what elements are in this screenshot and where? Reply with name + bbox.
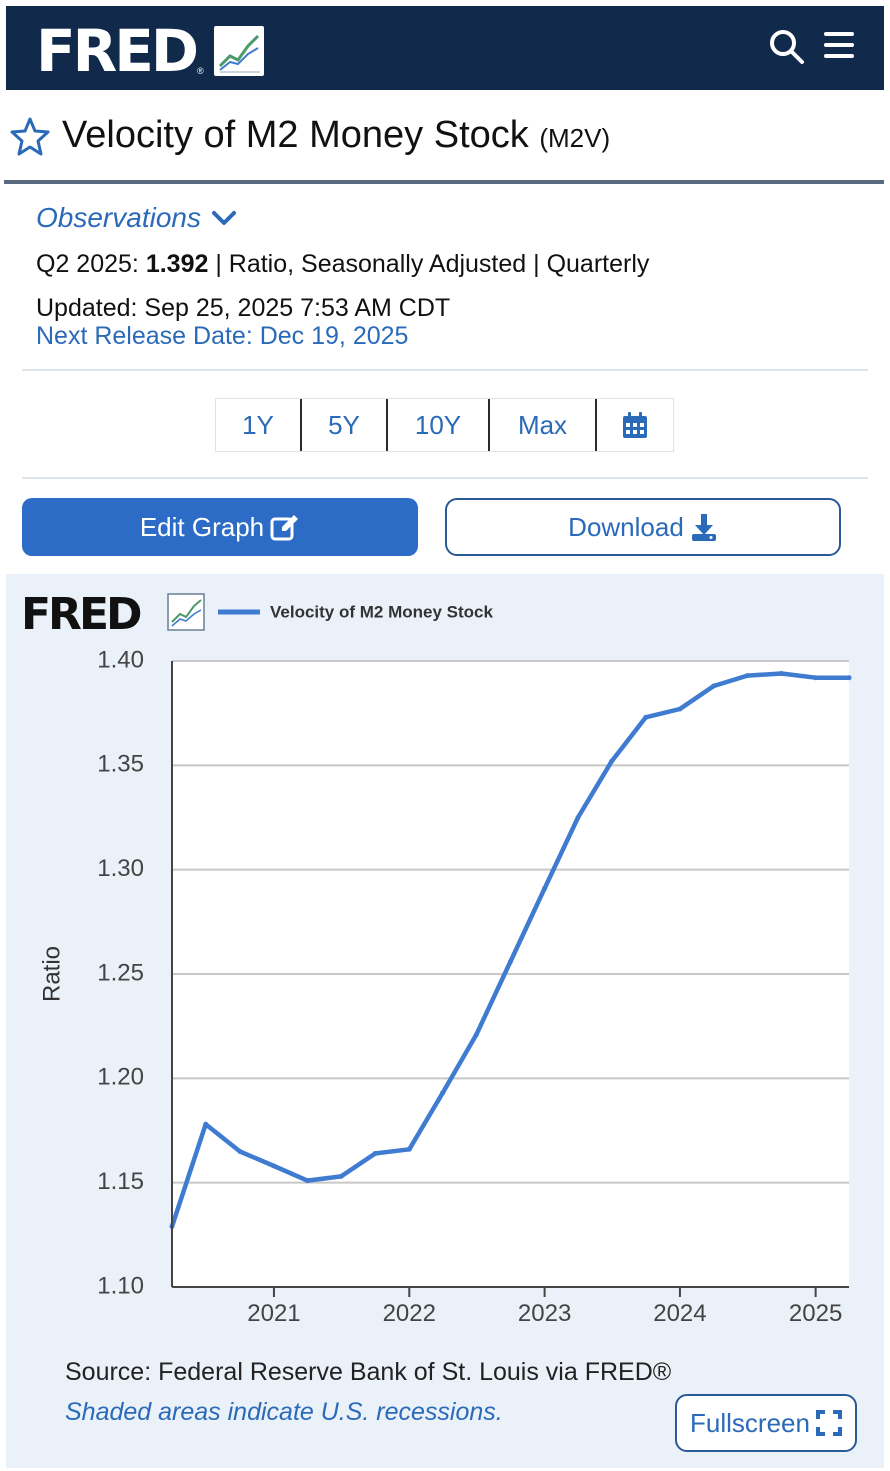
data-point[interactable] xyxy=(744,673,750,679)
line-chart[interactable]: FRED Velocity of M2 Money Stock Ratio 1.… xyxy=(6,574,884,1468)
series-title-row: Velocity of M2 Money Stock (M2V) xyxy=(6,106,884,166)
data-point[interactable] xyxy=(643,714,649,720)
favorite-star-icon[interactable] xyxy=(10,116,50,161)
divider xyxy=(22,477,868,479)
download-label: Download xyxy=(568,511,684,542)
y-tick-label: 1.40 xyxy=(97,646,144,673)
series-id: (M2V) xyxy=(539,123,611,153)
search-icon[interactable] xyxy=(768,28,806,71)
y-axis-label: Ratio xyxy=(38,946,65,1002)
data-point[interactable] xyxy=(203,1121,209,1127)
download-icon xyxy=(691,514,716,541)
chart-panel: FRED Velocity of M2 Money Stock Ratio 1.… xyxy=(6,574,884,1468)
legend-label: Velocity of M2 Money Stock xyxy=(270,602,493,621)
data-point[interactable] xyxy=(779,671,785,677)
recession-note: Shaded areas indicate U.S. recessions. xyxy=(65,1398,503,1426)
data-point[interactable] xyxy=(542,885,548,891)
x-tick-label: 2023 xyxy=(518,1300,571,1327)
chevron-down-icon xyxy=(211,211,236,225)
range-1y-button[interactable]: 1Y xyxy=(216,399,302,451)
date-range-selector: 1Y 5Y 10Y Max xyxy=(215,398,674,452)
y-tick-label: 1.10 xyxy=(97,1272,144,1299)
edit-graph-button[interactable]: Edit Graph xyxy=(22,498,418,556)
fred-logo[interactable]: FRED ® xyxy=(36,22,264,80)
range-10y-button[interactable]: 10Y xyxy=(388,399,490,451)
x-tick-label: 2022 xyxy=(383,1300,436,1327)
calendar-icon xyxy=(623,412,647,438)
y-tick-label: 1.15 xyxy=(97,1168,144,1195)
data-point[interactable] xyxy=(677,706,683,712)
x-tick-label: 2021 xyxy=(247,1300,300,1327)
observation-value: 1.392 xyxy=(145,250,209,278)
range-5y-button[interactable]: 5Y xyxy=(302,399,388,451)
y-tick-label: 1.20 xyxy=(97,1064,144,1091)
data-point[interactable] xyxy=(338,1173,344,1179)
series-title: Velocity of M2 Money Stock xyxy=(62,114,529,156)
data-point[interactable] xyxy=(575,815,581,820)
next-release-link[interactable]: Next Release Date: Dec 19, 2025 xyxy=(36,322,409,350)
data-point[interactable] xyxy=(304,1178,310,1184)
edit-graph-label: Edit Graph xyxy=(139,511,265,542)
data-point[interactable] xyxy=(473,1032,479,1038)
observations-label: Observations xyxy=(36,202,201,233)
x-tick-label: 2025 xyxy=(789,1300,842,1327)
logo-text: FRED xyxy=(36,17,199,85)
data-point[interactable] xyxy=(609,758,615,764)
chart-logo-graph-icon xyxy=(167,593,205,631)
divider xyxy=(22,369,868,371)
download-button[interactable]: Download xyxy=(445,498,841,556)
y-tick-label: 1.25 xyxy=(97,959,144,986)
data-point[interactable] xyxy=(237,1148,243,1154)
observations-toggle[interactable]: Observations xyxy=(36,202,239,234)
data-point[interactable] xyxy=(711,683,717,689)
fullscreen-icon xyxy=(815,1410,842,1436)
fullscreen-label: Fullscreen xyxy=(690,1407,810,1438)
y-tick-label: 1.30 xyxy=(97,855,144,882)
page-title: Velocity of M2 Money Stock (M2V) xyxy=(62,114,610,157)
edit-icon xyxy=(270,515,299,541)
title-divider xyxy=(4,180,884,184)
data-point[interactable] xyxy=(813,675,819,681)
source-text: Source: Federal Reserve Bank of St. Loui… xyxy=(65,1358,672,1386)
data-point[interactable] xyxy=(406,1146,412,1152)
data-point[interactable] xyxy=(271,1163,277,1169)
x-tick-label: 2024 xyxy=(653,1300,706,1327)
logo-graph-icon xyxy=(213,26,264,76)
observation-details: | Ratio, Seasonally Adjusted | Quarterly xyxy=(215,250,650,278)
data-point[interactable] xyxy=(508,958,513,964)
menu-icon[interactable] xyxy=(822,28,856,67)
fullscreen-button[interactable]: Fullscreen xyxy=(675,1394,857,1452)
range-max-button[interactable]: Max xyxy=(490,399,597,451)
fred-header: FRED ® xyxy=(6,6,884,90)
latest-observation: Q2 2025: 1.392 | Ratio, Seasonally Adjus… xyxy=(36,250,649,279)
updated-date: Updated: Sep 25, 2025 7:53 AM CDT xyxy=(36,294,451,322)
data-point[interactable] xyxy=(846,675,852,681)
observation-period: Q2 2025: xyxy=(36,250,139,278)
data-point[interactable] xyxy=(440,1090,446,1096)
calendar-button[interactable] xyxy=(597,399,673,451)
data-point[interactable] xyxy=(372,1150,378,1156)
chart-logo-text: FRED xyxy=(21,589,141,640)
logo-registered-mark: ® xyxy=(197,66,204,76)
y-tick-label: 1.35 xyxy=(97,751,144,778)
